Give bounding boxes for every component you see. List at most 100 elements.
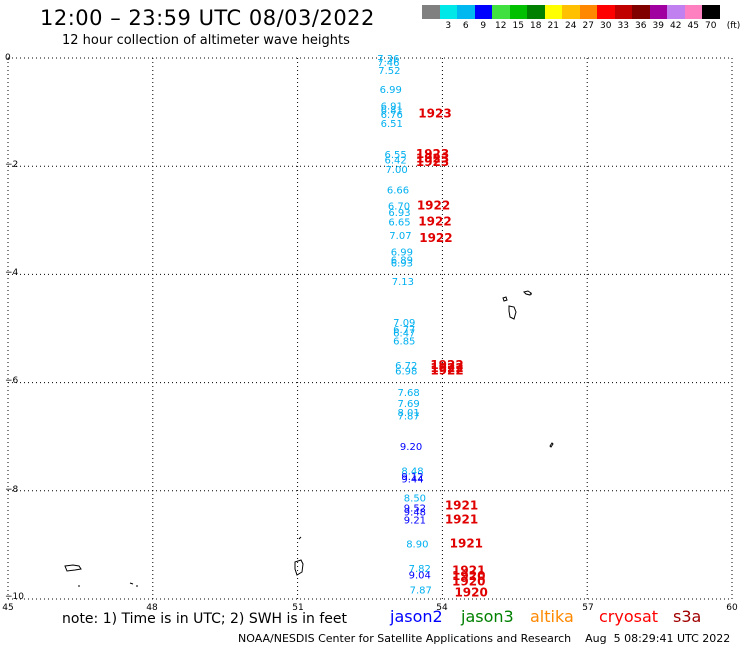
mayotte-island-icon xyxy=(64,564,82,572)
color-swatch xyxy=(544,5,562,19)
pass-time-label: 1922 xyxy=(430,358,463,372)
color-scale-label: 12 xyxy=(495,21,507,31)
swh-observation-label: 6.51 xyxy=(381,119,403,130)
color-scale-label: 21 xyxy=(547,21,559,31)
pass-time-label: 1922 xyxy=(430,363,463,377)
color-swatch xyxy=(509,5,527,19)
swh-observation-label: 8.50 xyxy=(404,494,426,505)
legend-s3a: s3a xyxy=(673,607,702,626)
legend-jason3: jason3 xyxy=(461,607,514,626)
swh-observation-label: 7.87 xyxy=(410,586,432,597)
swh-observation-label: 8.48 xyxy=(401,467,423,478)
swh-observation-label: 6.85 xyxy=(393,337,415,348)
color-scale-label: 24 xyxy=(565,21,577,31)
aldabra-island-icon xyxy=(294,536,304,576)
y-tick-label: −2 xyxy=(5,160,19,170)
swh-observation-label: 6.66 xyxy=(387,185,409,196)
color-scale-label: 45 xyxy=(687,21,699,31)
swh-observation-label: 6.72 xyxy=(395,361,417,372)
swh-observation-label: 7.36 xyxy=(377,54,399,65)
x-tick-label: 45 xyxy=(2,603,14,613)
color-scale-label: 30 xyxy=(600,21,612,31)
pass-time-label: 1920 xyxy=(454,585,487,599)
x-tick-label: 51 xyxy=(292,603,304,613)
color-swatch xyxy=(492,5,510,19)
swh-observation-label: 9.52 xyxy=(404,503,426,514)
pass-time-label: 1923 xyxy=(416,155,449,169)
swh-observation-label: 9.04 xyxy=(409,570,431,581)
swh-observation-label: 7.13 xyxy=(392,277,414,288)
swh-observation-label: 9.12 xyxy=(401,472,423,483)
color-swatch xyxy=(667,5,685,19)
swh-observation-label: 6.99 xyxy=(391,247,413,258)
x-tick-label: 57 xyxy=(582,603,594,613)
color-scale-bar xyxy=(422,5,720,19)
swh-observation-label: 6.55 xyxy=(384,150,406,161)
swh-observation-label: 7.82 xyxy=(409,564,431,575)
swh-observation-label: 6.81 xyxy=(381,106,403,117)
color-scale-label: 15 xyxy=(512,21,524,31)
agalega-island-icon xyxy=(508,305,517,320)
swh-observation-label: 7.69 xyxy=(398,399,420,410)
legend-altika: altika xyxy=(530,607,574,626)
pass-time-label: 1921 xyxy=(445,512,478,526)
credit-footer: NOAA/NESDIS Center for Satellite Applica… xyxy=(238,632,731,645)
swh-observation-label: 6.99 xyxy=(380,85,402,96)
swh-observation-label: 7.09 xyxy=(393,318,415,329)
color-swatch xyxy=(702,5,720,19)
pass-time-label: 1922 xyxy=(418,215,451,229)
color-swatch xyxy=(439,5,457,19)
pass-time-label: 1920 xyxy=(452,569,485,583)
swh-observation-label: 6.98 xyxy=(395,366,417,377)
color-swatch xyxy=(474,5,492,19)
pass-time-label: 1921 xyxy=(445,499,478,513)
swh-observation-label: 6.93 xyxy=(388,208,410,219)
pass-time-label: 1922 xyxy=(430,361,463,375)
pass-time-label: 1922 xyxy=(419,231,452,245)
y-tick-label: −8 xyxy=(5,485,19,495)
color-swatch xyxy=(457,5,475,19)
color-swatch xyxy=(632,5,650,19)
comoros-island-icon xyxy=(549,442,554,448)
color-scale-label: 42 xyxy=(670,21,682,31)
swh-observation-label: 7.52 xyxy=(378,66,400,77)
x-tick-label: 48 xyxy=(146,603,158,613)
color-swatch xyxy=(579,5,597,19)
legend-jason2: jason2 xyxy=(390,607,443,626)
swh-observation-label: 9.44 xyxy=(401,475,423,486)
color-swatch xyxy=(422,5,440,19)
color-scale-label: 18 xyxy=(530,21,542,31)
color-scale-label: 6 xyxy=(462,21,469,31)
pass-time-label: 1921 xyxy=(452,564,485,578)
swh-observation-label: 7.68 xyxy=(398,388,420,399)
color-scale-label: 70 xyxy=(705,21,717,31)
pass-time-label: 1923 xyxy=(418,107,451,121)
aldabra-island-icon xyxy=(78,582,138,587)
swh-observation-label: 8.90 xyxy=(406,540,428,551)
swh-observation-label: 6.42 xyxy=(384,155,406,166)
color-swatch xyxy=(614,5,632,19)
color-swatch xyxy=(562,5,580,19)
swh-observation-label: 7.46 xyxy=(377,58,399,69)
color-scale-label: 27 xyxy=(582,21,594,31)
x-tick-label: 60 xyxy=(726,603,738,613)
color-scale-label: 36 xyxy=(635,21,647,31)
color-swatch xyxy=(527,5,545,19)
swh-observation-label: 7.87 xyxy=(398,411,420,422)
x-tick-label: 54 xyxy=(436,603,448,613)
swh-observation-label: 6.70 xyxy=(388,201,410,212)
legend-cryosat: cryosat xyxy=(599,607,659,626)
seychelles-island-icon xyxy=(502,296,508,302)
pass-time-label: 1921 xyxy=(450,537,483,551)
y-tick-label: 0 xyxy=(5,53,11,63)
swh-observation-label: 7.00 xyxy=(385,165,407,176)
swh-observation-label: 7.07 xyxy=(389,231,411,242)
swh-observation-label: 6.89 xyxy=(391,256,413,267)
color-scale-label: 3 xyxy=(445,21,452,31)
page-title: 12:00 – 23:59 UTC 08/03/2022 xyxy=(40,6,375,30)
color-swatch xyxy=(597,5,615,19)
color-swatch xyxy=(684,5,702,19)
y-tick-label: −6 xyxy=(5,376,19,386)
swh-observation-label: 8.01 xyxy=(398,408,420,419)
